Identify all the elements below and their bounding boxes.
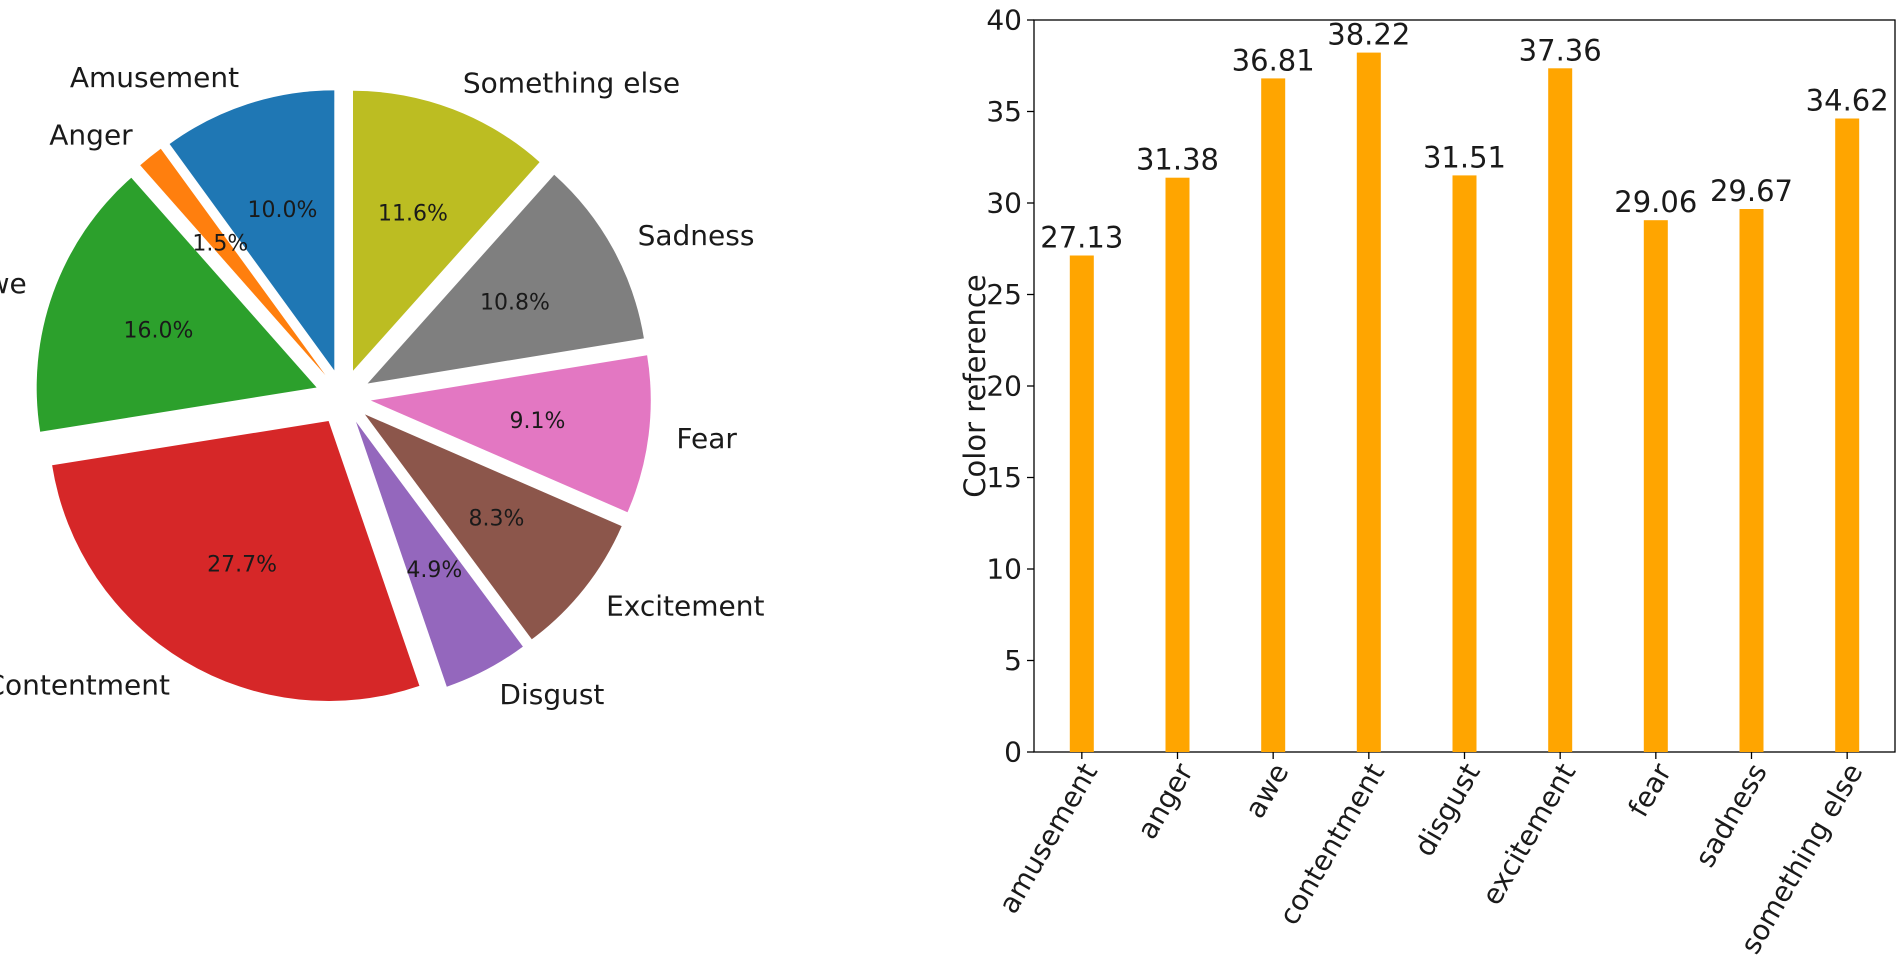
bar-amusement (1069, 255, 1094, 752)
pie-pct-label-excitement: 8.3% (469, 506, 525, 531)
pie-chart: 10.0% Amusement 1.5% Anger 16.0% Awe 27.7% Cont… (0, 61, 764, 711)
pie-label-fear: Fear (676, 422, 737, 455)
pie-label-awe: Awe (0, 267, 27, 300)
x-tick-label-anger: anger (1130, 757, 1200, 844)
y-tick-label: 25 (986, 278, 1022, 311)
bar-anger (1165, 177, 1190, 752)
pie-label-disgust: Disgust (499, 678, 604, 711)
pie-slice-sadness (367, 174, 644, 384)
y-tick-label: 15 (986, 461, 1022, 494)
pie-label-contentment: Contentment (0, 669, 170, 702)
x-tick-label-excitement: excitement (1475, 758, 1582, 911)
x-tick-label-disgust: disgust (1408, 758, 1487, 862)
pie-label-anger: Anger (49, 118, 133, 151)
pie-slice-excitement (364, 414, 622, 640)
pie-pct-label-something-else: 11.6% (378, 201, 448, 226)
y-tick-label: 10 (986, 553, 1022, 586)
pie-pct-label-fear: 9.1% (510, 409, 566, 434)
pie-slice-contentment (52, 421, 420, 702)
pie-pct-label-amusement: 10.0% (247, 198, 317, 223)
y-tick-label: 40 (986, 4, 1022, 37)
bar-value-label-something-else: 34.62 (1806, 84, 1889, 118)
y-tick-label: 5 (1004, 644, 1022, 677)
x-tick-label-fear: fear (1622, 757, 1679, 822)
pie-pct-label-awe: 16.0% (124, 318, 194, 343)
x-tick-label-sadness: sadness (1688, 758, 1773, 873)
y-tick-label: 35 (986, 95, 1022, 128)
y-axis-label: Color reference (958, 274, 992, 497)
pie-slice-something-else (353, 90, 540, 371)
pie-slice-awe (36, 177, 317, 432)
bar-excitement (1548, 68, 1573, 753)
bar-value-label-anger: 31.38 (1136, 143, 1219, 177)
bar-value-label-sadness: 29.67 (1710, 174, 1793, 208)
bar-value-label-disgust: 31.51 (1423, 140, 1506, 174)
bar-sadness (1739, 209, 1764, 752)
y-tick-label: 30 (986, 187, 1022, 220)
pie-slice-anger (140, 148, 326, 376)
bar-awe (1261, 78, 1286, 752)
x-tick-label-amusement: amusement (992, 758, 1104, 919)
pie-pct-label-disgust: 4.9% (406, 558, 462, 583)
bar-disgust (1452, 175, 1477, 752)
pie-label-excitement: Excitement (606, 590, 764, 623)
pie-label-something-else: Something else (463, 67, 680, 100)
pie-label-amusement: Amusement (70, 61, 239, 94)
y-tick-label: 20 (986, 370, 1022, 403)
bar-value-label-excitement: 37.36 (1519, 33, 1602, 67)
y-tick-label: 0 (1004, 736, 1022, 769)
pie-slice-amusement (169, 90, 335, 371)
pie-pct-label-sadness: 10.8% (480, 290, 550, 315)
pie-label-sadness: Sadness (638, 219, 755, 252)
bar-value-label-fear: 29.06 (1614, 185, 1697, 219)
pie-pct-label-anger: 1.5% (192, 232, 248, 257)
bar-fear (1643, 220, 1668, 752)
bar-something-else (1835, 118, 1860, 752)
bar-value-label-awe: 36.81 (1232, 43, 1315, 77)
bar-value-label-contentment: 38.22 (1327, 18, 1410, 52)
pie-slice-disgust (356, 421, 523, 687)
pie-slice-fear (370, 355, 651, 513)
bar-contentment (1356, 52, 1381, 753)
x-tick-label-awe: awe (1238, 758, 1295, 824)
bar-value-label-amusement: 27.13 (1040, 221, 1123, 255)
bar-chart: 0 5 10 15 20 25 30 35 40 Color reference 27.13 amus… (958, 4, 1896, 960)
pie-pct-label-contentment: 27.7% (207, 553, 277, 578)
x-tick-label-contentment: contentment (1272, 758, 1391, 931)
